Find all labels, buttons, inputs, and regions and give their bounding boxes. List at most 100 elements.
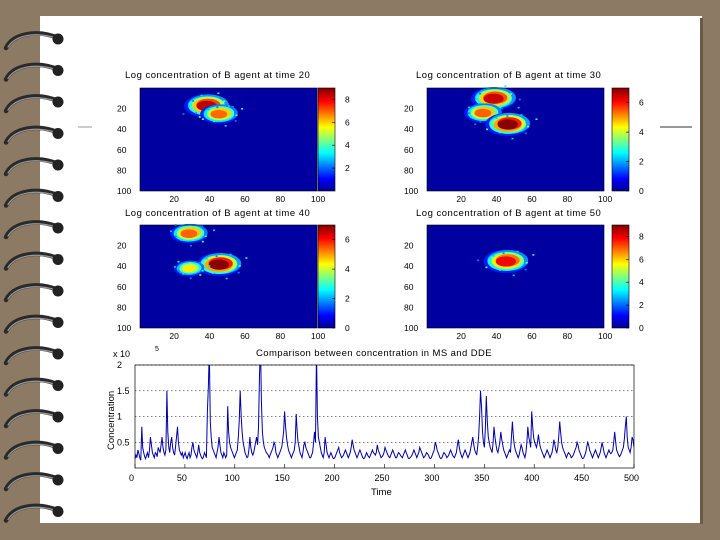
heatmap-panel: Log concentration of B agent at time 50 2… — [404, 208, 644, 341]
colorbar — [611, 87, 630, 192]
heatmap-speckle — [238, 265, 241, 267]
colorbar-tick-label: 6 — [639, 254, 644, 264]
paper-shadow — [700, 18, 703, 524]
heatmap-speckle — [510, 93, 513, 95]
binding-hole — [52, 506, 64, 517]
heatmap-title: Log concentration of B agent at time 40 — [125, 208, 310, 219]
heatmap-speckle — [213, 229, 215, 232]
heatmap-x-tick-label: 80 — [563, 194, 573, 204]
colorbar — [317, 87, 336, 192]
heatmap-blob-cell — [497, 119, 518, 130]
heatmap-blob-cell — [495, 256, 516, 267]
colorbar-tick-label: 4 — [639, 127, 644, 137]
colorbar-tick-label: 6 — [345, 235, 350, 245]
binding-ring-highlight — [7, 160, 57, 174]
heatmap-speckle — [527, 125, 530, 128]
heatmap-speckle — [201, 118, 204, 120]
colorbar — [317, 224, 336, 329]
heatmap-speckle — [182, 273, 185, 275]
y-tick-label: 1.5 — [117, 386, 130, 396]
binding-ring-highlight — [7, 223, 57, 237]
heatmap-speckle — [245, 257, 248, 259]
heatmap-speckle — [170, 230, 172, 233]
heatmap-x-tick-label: 80 — [563, 331, 573, 341]
heatmap-y-tick-label: 100 — [404, 323, 418, 333]
heatmap-panel: Log concentration of B agent at time 30 2… — [404, 70, 644, 204]
heatmap-y-tick-label: 20 — [117, 104, 127, 114]
heatmap-speckle — [492, 255, 495, 257]
heatmap-y-tick-label: 60 — [404, 145, 414, 155]
binding-ring-highlight — [7, 65, 57, 80]
heatmap-speckle — [188, 105, 191, 107]
heatmap-field — [140, 225, 317, 328]
colorbar-tick-label: 2 — [345, 294, 350, 304]
x-tick-label: 100 — [225, 473, 240, 483]
heatmap-x-tick-label: 20 — [456, 194, 466, 204]
binding-hole — [52, 317, 64, 328]
colorbar-tick-label: 2 — [345, 163, 350, 173]
heatmap-speckle — [511, 137, 514, 140]
binding-ring-highlight — [7, 443, 57, 458]
heatmap-x-tick-label: 40 — [205, 194, 215, 204]
heatmap-blob-cell — [182, 265, 196, 273]
heatmap-speckle — [198, 262, 201, 264]
x-tick-label: 500 — [624, 473, 639, 483]
heatmap-x-tick-label: 60 — [527, 194, 537, 204]
binding-ring-highlight — [7, 191, 57, 206]
heatmap-speckle — [174, 235, 177, 238]
binding-ring-highlight — [7, 317, 57, 332]
binding-ring-highlight — [7, 286, 57, 300]
heatmap-speckle — [195, 112, 197, 114]
heatmap-y-tick-label: 80 — [117, 302, 127, 312]
heatmap-speckle — [213, 120, 216, 123]
heatmap-speckle — [506, 115, 509, 117]
heatmap-y-tick-label: 20 — [404, 241, 414, 251]
binding-hole — [52, 65, 64, 76]
heatmap-y-tick-label: 20 — [404, 104, 414, 114]
heatmap-y-tick-label: 80 — [404, 302, 414, 312]
heatmap-grid: Log concentration of B agent at time 20 2… — [117, 70, 644, 341]
heatmap-title: Log concentration of B agent at time 50 — [416, 208, 601, 219]
binding-ring-highlight — [7, 412, 57, 426]
heatmap-speckle — [225, 277, 228, 280]
heatmap-speckle — [180, 239, 183, 241]
heatmap-frame — [139, 87, 318, 192]
line-chart-title: Comparison between concentration in MS a… — [256, 348, 492, 359]
heatmap-speckle — [495, 117, 498, 119]
series-line — [135, 365, 634, 461]
heatmap-speckle — [189, 225, 192, 228]
heatmap-speckle — [234, 120, 237, 122]
heatmap-speckle — [208, 265, 211, 267]
binding-ring-highlight — [7, 506, 57, 521]
heatmap-y-tick-label: 60 — [117, 282, 127, 292]
heatmap-y-tick-label: 80 — [404, 165, 414, 175]
heatmap-speckle — [207, 108, 210, 111]
binding-ring-highlight — [7, 128, 57, 143]
heatmap-speckle — [211, 272, 214, 274]
heatmap-speckle — [182, 113, 185, 115]
heatmap-speckle — [227, 105, 230, 107]
heatmap-speckle — [486, 128, 489, 131]
heatmap-speckle — [200, 94, 203, 97]
heatmap-speckle — [224, 125, 227, 127]
binding-hole — [52, 443, 64, 454]
heatmap-frame — [426, 87, 605, 192]
heatmap-speckle — [502, 252, 505, 254]
heatmap-title: Log concentration of B agent at time 20 — [125, 70, 310, 81]
heatmap-speckle — [500, 107, 503, 110]
heatmap-speckle — [201, 270, 204, 272]
heatmap-speckle — [524, 268, 527, 271]
binding-hole — [52, 411, 64, 423]
heatmap-x-tick-label: 40 — [492, 194, 502, 204]
x-tick-label: 250 — [375, 473, 390, 483]
heatmap-speckle — [192, 100, 195, 102]
colorbar-tick-label: 2 — [639, 157, 644, 167]
heatmap-speckle — [235, 114, 238, 117]
heatmap-speckle — [475, 97, 478, 100]
binding-hole — [52, 254, 64, 265]
x-tick-label: 450 — [574, 473, 589, 483]
heatmap-x-tick-label: 20 — [169, 331, 179, 341]
heatmap-speckle — [524, 132, 527, 135]
multiplier-exponent: 5 — [155, 346, 159, 353]
